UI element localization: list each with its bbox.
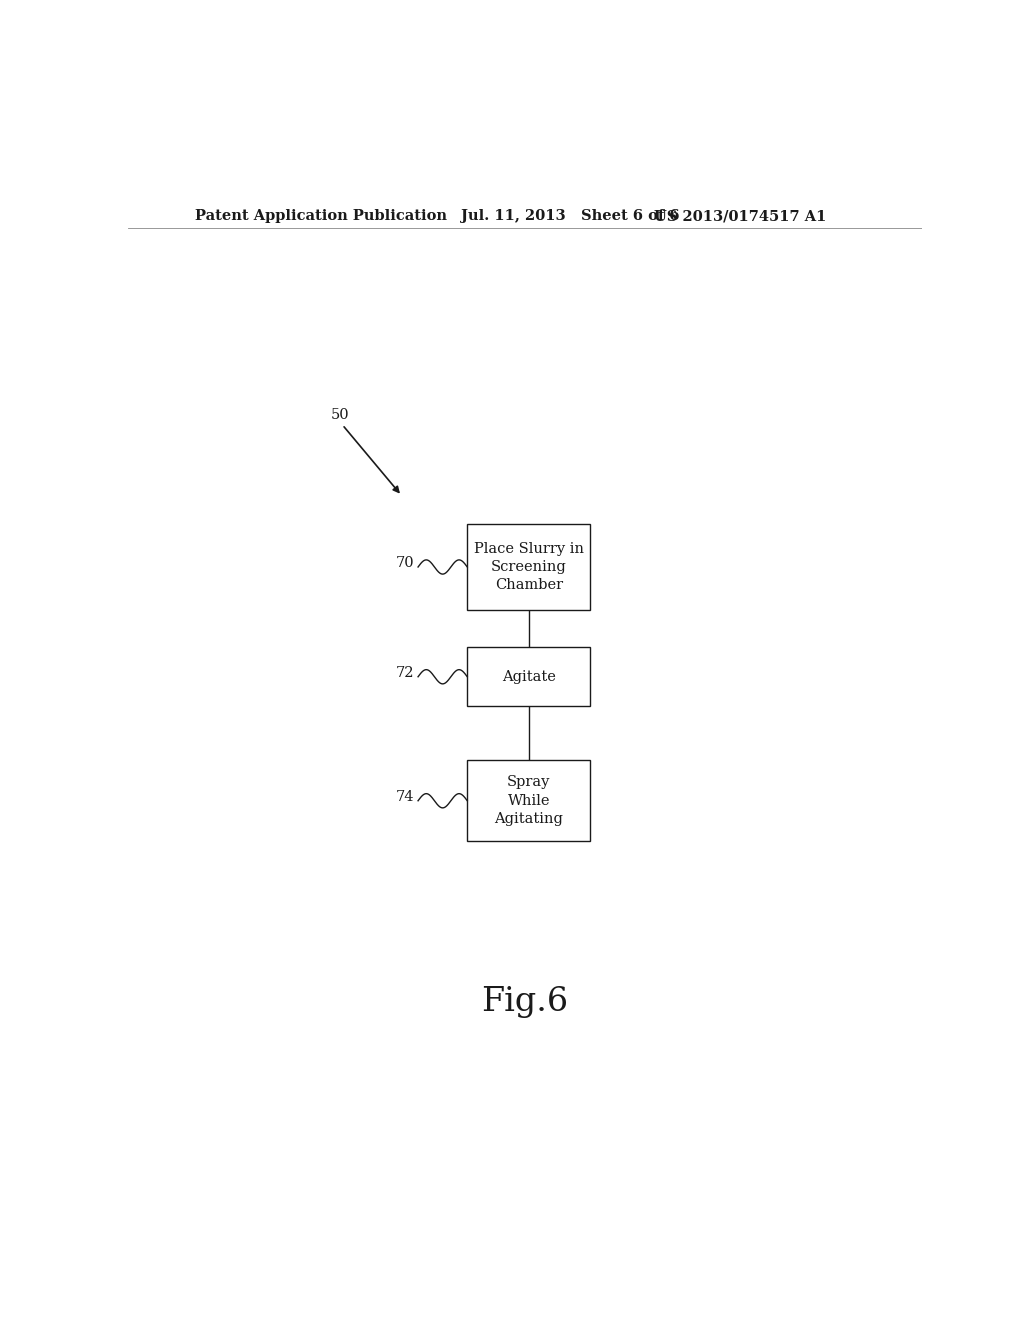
Text: Place Slurry in
Screening
Chamber: Place Slurry in Screening Chamber	[474, 541, 584, 593]
Bar	[467, 647, 590, 706]
Bar	[467, 760, 590, 841]
Text: 70: 70	[396, 556, 415, 570]
Text: Patent Application Publication: Patent Application Publication	[196, 209, 447, 223]
Text: US 2013/0174517 A1: US 2013/0174517 A1	[654, 209, 826, 223]
Text: 50: 50	[331, 408, 349, 421]
Bar	[467, 524, 590, 610]
Text: Fig.6: Fig.6	[481, 986, 568, 1018]
Text: 74: 74	[396, 789, 415, 804]
Text: Spray
While
Agitating: Spray While Agitating	[495, 775, 563, 826]
Text: 72: 72	[396, 665, 415, 680]
Text: Jul. 11, 2013   Sheet 6 of 6: Jul. 11, 2013 Sheet 6 of 6	[461, 209, 680, 223]
Text: Agitate: Agitate	[502, 669, 556, 684]
